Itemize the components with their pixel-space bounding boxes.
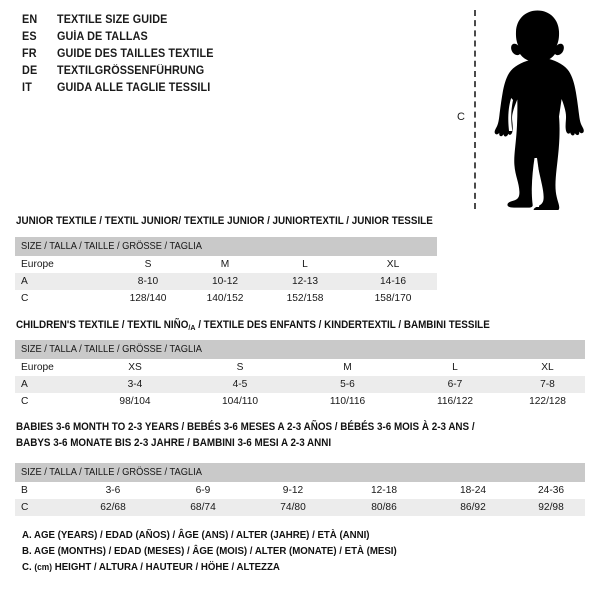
babies-b-cell-5: 18-24 (429, 482, 517, 499)
language-row-en: EN TEXTILE SIZE GUIDE (22, 14, 422, 31)
children-row-label-europe: Europe (15, 359, 85, 376)
section-title-children-post: / TEXTILE DES ENFANTS / KINDERTEXTIL / B… (195, 319, 490, 331)
babies-c-cell-4: 80/86 (339, 499, 429, 516)
children-a-cell-5: 7-8 (510, 376, 585, 393)
section-title-babies-line1: BABIES 3-6 MONTH TO 2-3 YEARS / BEBÉS 3-… (16, 421, 475, 433)
children-europe-cell-4: L (400, 359, 510, 376)
babies-size-table: SIZE / TALLA / TAILLE / GRÖSSE / TAGLIA … (15, 463, 586, 516)
junior-a-cell-2: 10-12 (189, 273, 261, 290)
junior-c-cell-3: 152/158 (261, 290, 349, 307)
legend-note-c-pre: C. (22, 562, 35, 573)
babies-b-cell-4: 12-18 (339, 482, 429, 499)
language-code-es: ES (22, 31, 37, 43)
junior-europe-cell-3: L (261, 256, 349, 273)
children-c-cell-5: 122/128 (510, 393, 585, 410)
children-europe-cell-5: XL (510, 359, 585, 376)
children-europe-cell-1: XS (85, 359, 185, 376)
section-title-babies-line2: BABYS 3-6 MONATE BIS 2-3 JAHRE / BAMBINI… (16, 437, 332, 449)
children-row-label-c: C (15, 393, 85, 410)
junior-size-table: SIZE / TALLA / TAILLE / GRÖSSE / TAGLIA … (15, 237, 438, 307)
children-a-cell-3: 5-6 (295, 376, 400, 393)
language-row-es: ES GUÍA DE TALLAS (22, 31, 422, 48)
section-title-children: CHILDREN'S TEXTILE / TEXTIL NIÑO/A / TEX… (16, 319, 490, 332)
junior-row-label-europe: Europe (15, 256, 107, 273)
children-row-c: C 98/104 104/110 110/116 116/122 122/128 (15, 393, 585, 410)
legend-note-b: B. AGE (MONTHS) / EDAD (MESES) / ÂGE (MO… (22, 546, 397, 557)
language-row-fr: FR GUIDE DES TAILLES TEXTILE (22, 48, 422, 65)
language-row-de: DE TEXTILGRÖSSENFÜHRUNG (22, 65, 422, 82)
language-code-it: IT (22, 82, 32, 94)
language-code-fr: FR (22, 48, 37, 60)
babies-row-label-b: B (15, 482, 67, 499)
junior-a-cell-4: 14-16 (349, 273, 438, 290)
junior-europe-cell-2: M (189, 256, 261, 273)
babies-c-cell-3: 74/80 (247, 499, 339, 516)
children-a-cell-4: 6-7 (400, 376, 510, 393)
legend-note-c: C. (cm) HEIGHT / ALTURA / HAUTEUR / HÖHE… (22, 562, 543, 578)
babies-b-cell-1: 3-6 (67, 482, 159, 499)
junior-c-cell-4: 158/170 (349, 290, 438, 307)
children-a-cell-2: 4-5 (185, 376, 295, 393)
junior-c-cell-2: 140/152 (189, 290, 261, 307)
language-code-de: DE (22, 65, 38, 77)
babies-b-cell-3: 9-12 (247, 482, 339, 499)
junior-row-label-c: C (15, 290, 107, 307)
children-c-cell-1: 98/104 (85, 393, 185, 410)
junior-row-europe: Europe S M L XL (15, 256, 438, 273)
section-title-junior: JUNIOR TEXTILE / TEXTIL JUNIOR/ TEXTILE … (16, 215, 433, 227)
junior-size-band-row: SIZE / TALLA / TAILLE / GRÖSSE / TAGLIA (15, 237, 438, 256)
children-row-europe: Europe XS S M L XL (15, 359, 585, 376)
guide-title-de: TEXTILGRÖSSENFÜHRUNG (57, 65, 205, 77)
children-c-cell-2: 104/110 (185, 393, 295, 410)
babies-row-label-c: C (15, 499, 67, 516)
junior-row-label-a: A (15, 273, 107, 290)
height-dashed-line (474, 10, 476, 209)
babies-row-c: C 62/68 68/74 74/80 80/86 86/92 92/98 (15, 499, 586, 516)
height-measure-label: C (457, 111, 465, 123)
babies-size-band-label: SIZE / TALLA / TAILLE / GRÖSSE / TAGLIA (15, 463, 586, 482)
babies-row-b: B 3-6 6-9 9-12 12-18 18-24 24-36 (15, 482, 586, 499)
children-europe-cell-2: S (185, 359, 295, 376)
legend-note-c-unit: (cm) (34, 562, 53, 572)
legend-note-c-post: HEIGHT / ALTURA / HAUTEUR / HÖHE / ALTEZ… (52, 562, 280, 573)
junior-row-c: C 128/140 140/152 152/158 158/170 (15, 290, 438, 307)
children-size-band-row: SIZE / TALLA / TAILLE / GRÖSSE / TAGLIA (15, 340, 585, 359)
babies-c-cell-2: 68/74 (159, 499, 247, 516)
babies-c-cell-6: 92/98 (517, 499, 586, 516)
section-title-children-sub: /A (188, 323, 196, 332)
junior-europe-cell-4: XL (349, 256, 438, 273)
children-europe-cell-3: M (295, 359, 400, 376)
children-c-cell-3: 110/116 (295, 393, 400, 410)
junior-c-cell-1: 128/140 (107, 290, 189, 307)
guide-title-es: GUÍA DE TALLAS (57, 31, 148, 43)
babies-c-cell-5: 86/92 (429, 499, 517, 516)
legend-note-a: A. AGE (YEARS) / EDAD (AÑOS) / ÂGE (ANS)… (22, 530, 370, 541)
guide-title-en: TEXTILE SIZE GUIDE (57, 14, 168, 26)
junior-row-a: A 8-10 10-12 12-13 14-16 (15, 273, 438, 290)
language-header: EN TEXTILE SIZE GUIDE ES GUÍA DE TALLAS … (22, 14, 422, 99)
junior-a-cell-1: 8-10 (107, 273, 189, 290)
babies-b-cell-2: 6-9 (159, 482, 247, 499)
children-row-label-a: A (15, 376, 85, 393)
height-measurement-figure: C (455, 6, 595, 211)
children-size-table: SIZE / TALLA / TAILLE / GRÖSSE / TAGLIA … (15, 340, 585, 410)
legend-notes: A. AGE (YEARS) / EDAD (AÑOS) / ÂGE (ANS)… (22, 530, 582, 578)
guide-title-fr: GUIDE DES TAILLES TEXTILE (57, 48, 214, 60)
toddler-silhouette-icon (494, 10, 584, 210)
language-code-en: EN (22, 14, 38, 26)
children-row-a: A 3-4 4-5 5-6 6-7 7-8 (15, 376, 585, 393)
junior-europe-cell-1: S (107, 256, 189, 273)
junior-a-cell-3: 12-13 (261, 273, 349, 290)
babies-b-cell-6: 24-36 (517, 482, 586, 499)
children-a-cell-1: 3-4 (85, 376, 185, 393)
language-row-it: IT GUIDA ALLE TAGLIE TESSILI (22, 82, 422, 99)
children-size-band-label: SIZE / TALLA / TAILLE / GRÖSSE / TAGLIA (15, 340, 585, 359)
section-title-children-pre: CHILDREN'S TEXTILE / TEXTIL NIÑO (16, 319, 189, 331)
junior-size-band-label: SIZE / TALLA / TAILLE / GRÖSSE / TAGLIA (15, 237, 438, 256)
babies-c-cell-1: 62/68 (67, 499, 159, 516)
babies-size-band-row: SIZE / TALLA / TAILLE / GRÖSSE / TAGLIA (15, 463, 586, 482)
children-c-cell-4: 116/122 (400, 393, 510, 410)
guide-title-it: GUIDA ALLE TAGLIE TESSILI (57, 82, 211, 94)
